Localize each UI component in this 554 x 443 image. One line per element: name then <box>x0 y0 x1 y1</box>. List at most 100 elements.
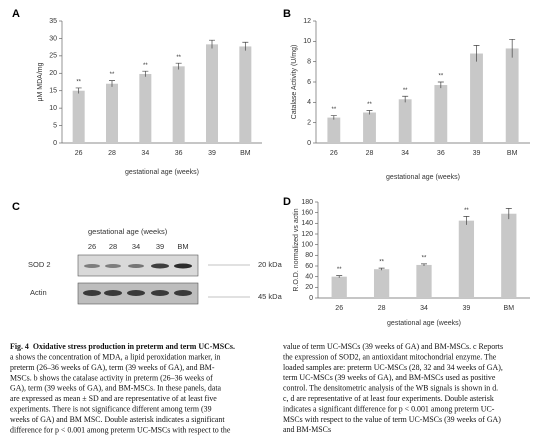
size-label: 20 kDa <box>258 260 283 269</box>
bar <box>327 117 341 143</box>
caption-line: are expressed as mean ± SD and are repre… <box>10 394 217 403</box>
error-bar <box>242 41 249 51</box>
annotation: ** <box>176 55 181 61</box>
y-tick-label: 35 <box>49 18 57 25</box>
y-axis-label: R.O.D. normalized vs actin <box>293 208 300 291</box>
y-tick-label: 180 <box>301 199 313 206</box>
annotation: ** <box>438 74 443 80</box>
annotation: ** <box>379 260 384 266</box>
error-bar <box>75 87 82 94</box>
caption-line: value of term UC-MSCs (39 weeks of GA) a… <box>283 342 503 351</box>
caption-line: the expression of SOD2, an antioxidant m… <box>283 352 497 361</box>
row-label: Actin <box>30 288 47 297</box>
x-tick-label: 39 <box>473 150 481 157</box>
y-tick-label: 2 <box>307 120 311 127</box>
y-tick-label: 10 <box>303 38 311 45</box>
annotation: ** <box>337 267 342 273</box>
y-tick-label: 20 <box>305 284 313 291</box>
x-tick-label: 28 <box>108 150 116 157</box>
blot-title: gestational age (weeks) <box>88 227 168 236</box>
x-tick-label: BM <box>504 305 515 312</box>
y-tick-label: 60 <box>305 263 313 270</box>
error-bar <box>463 216 470 225</box>
x-tick-label: 26 <box>330 150 338 157</box>
bar <box>505 48 519 144</box>
x-tick-label: 36 <box>175 150 183 157</box>
y-tick-label: 140 <box>301 220 313 227</box>
bar <box>501 213 517 298</box>
annotation: ** <box>110 72 115 78</box>
x-tick-label: 34 <box>420 305 428 312</box>
bar <box>239 46 252 144</box>
caption-line: MSCs with respect to the value of term U… <box>283 415 501 424</box>
panel-letter: A <box>12 8 20 20</box>
bar <box>72 90 85 143</box>
annotation: ** <box>143 63 148 69</box>
y-tick-label: 6 <box>307 79 311 86</box>
error-bar <box>209 39 215 49</box>
lane-label: 26 <box>88 242 96 251</box>
error-bar <box>402 95 409 103</box>
bar <box>373 269 390 298</box>
lane-label: 28 <box>109 242 117 251</box>
x-tick-label: 28 <box>378 305 386 312</box>
caption-line: c, d are representative of at least four… <box>283 394 494 403</box>
y-tick-label: 40 <box>305 274 313 281</box>
y-tick-label: 0 <box>307 140 311 147</box>
bands <box>83 263 192 296</box>
caption-line: and BM-MSCs <box>283 425 331 434</box>
lane-label: BM <box>177 242 188 251</box>
x-axis-label: gestational age (weeks) <box>387 320 461 327</box>
x-tick-label: 34 <box>141 150 149 157</box>
y-tick-label: 25 <box>49 53 57 60</box>
error-bar <box>473 45 480 62</box>
annotation: ** <box>76 80 81 86</box>
lane-label: 39 <box>156 242 164 251</box>
x-tick-label: BM <box>507 150 518 157</box>
caption-line: term UC-MSCs (39 weeks of GA), and BM-MS… <box>283 373 496 382</box>
caption-line: a shows the concentration of MDA, a lipi… <box>10 353 221 362</box>
panel-letter: D <box>283 196 291 208</box>
bar <box>434 85 448 143</box>
caption-line: indicates a significant difference for p… <box>283 404 495 413</box>
annotation: ** <box>331 107 336 113</box>
bar <box>458 220 475 298</box>
caption-line: weeks of GA) and BM MSC. Double asterisk… <box>10 415 225 424</box>
y-tick-label: 12 <box>303 18 311 25</box>
caption-line: experiments. There is not significance d… <box>10 405 212 414</box>
x-axis-label: gestational age (weeks) <box>386 174 460 181</box>
caption-line: MSCs. b shows the catalase activity in p… <box>10 373 213 382</box>
bar <box>470 53 483 143</box>
y-tick-label: 160 <box>301 210 313 217</box>
bar <box>398 99 412 143</box>
y-tick-label: 4 <box>307 99 311 106</box>
annotation: ** <box>464 208 469 214</box>
y-tick-label: 100 <box>301 242 313 249</box>
x-tick-label: 36 <box>437 150 445 157</box>
error-bar <box>421 263 427 266</box>
y-axis-label: µM MDA/mg <box>37 62 44 101</box>
bar <box>139 73 152 143</box>
y-tick-label: 80 <box>305 252 313 259</box>
bar <box>363 112 376 143</box>
error-bar <box>142 70 149 77</box>
x-tick-label: 39 <box>463 305 471 312</box>
x-tick-label: 26 <box>75 150 83 157</box>
x-tick-label: 34 <box>401 150 409 157</box>
x-axis-label: gestational age (weeks) <box>125 169 199 176</box>
y-tick-label: 120 <box>301 231 313 238</box>
caption-line: loaded samples are: preterm UC-MSCs (28,… <box>283 363 503 372</box>
annotation: ** <box>422 255 427 261</box>
error-bar <box>336 275 343 278</box>
panel-letter: C <box>12 201 20 213</box>
bar <box>172 66 185 143</box>
panel-letter: B <box>283 8 291 20</box>
x-tick-label: 39 <box>208 150 216 157</box>
error-bar <box>437 81 444 89</box>
annotation: ** <box>403 88 408 94</box>
error-bar <box>109 80 115 87</box>
annotation: ** <box>367 102 372 108</box>
y-tick-label: 0 <box>53 140 57 147</box>
caption-line: difference for p < 0.001 among preterm U… <box>10 425 231 434</box>
bar <box>206 44 218 143</box>
